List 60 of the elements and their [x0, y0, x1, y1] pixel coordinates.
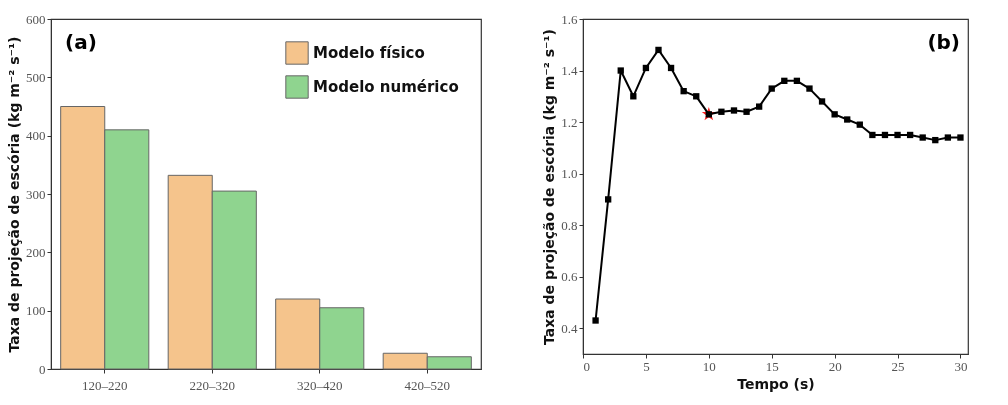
x-tick-label: 320–420: [297, 377, 343, 393]
point: [642, 64, 650, 72]
legend-label: Modelo numérico: [313, 78, 459, 96]
y-tick-label: 100: [26, 303, 46, 319]
point: [605, 196, 612, 203]
y-tick-label: 0.8: [561, 217, 578, 233]
legend-label: Modelo físico: [313, 44, 425, 62]
point: [844, 116, 851, 123]
point: [693, 93, 700, 100]
point: [831, 111, 838, 118]
y-tick-label: 1.6: [561, 11, 578, 27]
y-axis-title: Taxa de projeção de escória (kg m⁻² s⁻¹): [541, 28, 558, 346]
point: [944, 134, 952, 141]
annotation: (a): [65, 30, 97, 54]
y-tick-label: 600: [26, 11, 46, 27]
point: [894, 131, 901, 139]
point: [793, 77, 801, 85]
x-tick-label: 0: [583, 358, 590, 374]
x-tick-label: 120–220: [82, 377, 128, 393]
point: [667, 64, 675, 72]
point: [730, 107, 738, 114]
point: [781, 77, 788, 85]
x-tick-label: 25: [891, 358, 905, 374]
point: [919, 134, 926, 141]
x-tick-label: 30: [954, 358, 968, 374]
point: [932, 136, 939, 144]
point: [806, 85, 813, 92]
point: [755, 103, 763, 110]
annotation: (b): [927, 30, 960, 54]
point: [718, 108, 725, 115]
y-tick-label: 200: [26, 244, 46, 260]
point: [869, 131, 876, 139]
point: [881, 131, 889, 139]
y-tick-label: 1.2: [561, 114, 578, 130]
y-tick-label: 0.6: [561, 269, 578, 285]
y-tick-label: 1.4: [561, 63, 578, 79]
x-tick-label: 20: [828, 358, 842, 374]
y-tick-label: 500: [26, 69, 46, 85]
x-axis-title: Tempo (s): [737, 375, 815, 392]
x-tick-label: 220–320: [189, 377, 235, 393]
point: [743, 108, 750, 115]
x-tick-label: 5: [643, 358, 650, 374]
point: [856, 121, 863, 128]
x-tick-label: 10: [702, 358, 716, 374]
point: [630, 93, 637, 100]
point: [617, 67, 624, 74]
x-tick-label: 420–520: [404, 377, 450, 393]
y-tick-label: 400: [26, 128, 46, 144]
y-axis-title: Taxa de projeção de escória (kg m⁻² s⁻¹): [6, 36, 22, 353]
y-tick-label: 1.0: [561, 166, 578, 182]
point: [655, 46, 662, 54]
point: [957, 134, 964, 141]
point: [680, 87, 687, 95]
point: [818, 98, 826, 105]
point: [592, 317, 599, 324]
x-tick-label: 15: [765, 358, 779, 374]
point: [768, 85, 775, 92]
y-tick-label: 300: [26, 186, 46, 202]
y-tick-label: 0.4: [561, 320, 578, 336]
point: [906, 131, 914, 139]
